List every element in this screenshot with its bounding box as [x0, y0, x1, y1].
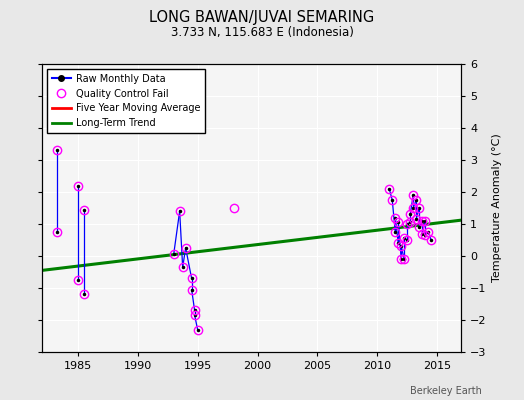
Text: 3.733 N, 115.683 E (Indonesia): 3.733 N, 115.683 E (Indonesia): [171, 26, 353, 39]
Y-axis label: Temperature Anomaly (°C): Temperature Anomaly (°C): [492, 134, 502, 282]
Legend: Raw Monthly Data, Quality Control Fail, Five Year Moving Average, Long-Term Tren: Raw Monthly Data, Quality Control Fail, …: [47, 69, 205, 133]
Text: LONG BAWAN/JUVAI SEMARING: LONG BAWAN/JUVAI SEMARING: [149, 10, 375, 25]
Text: Berkeley Earth: Berkeley Earth: [410, 386, 482, 396]
